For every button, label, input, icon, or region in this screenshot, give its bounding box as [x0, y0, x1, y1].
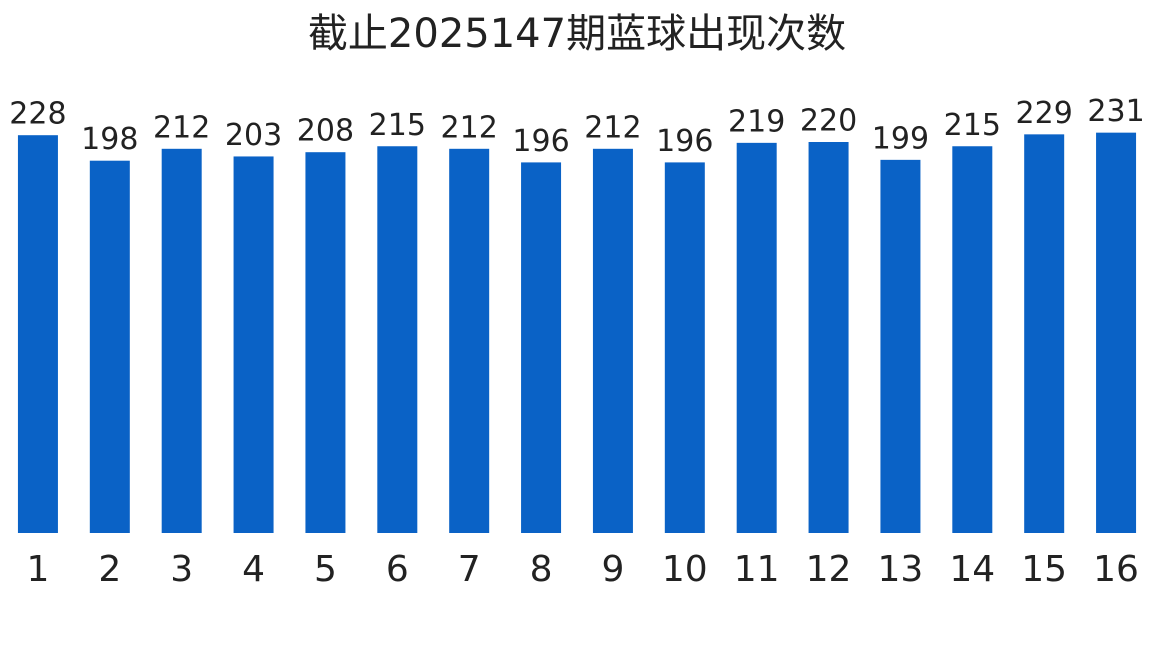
- x-tick-label: 8: [530, 549, 553, 590]
- bar: [17, 135, 58, 533]
- bar: [808, 142, 849, 533]
- data-label: 196: [512, 124, 569, 159]
- x-tick-label: 1: [26, 549, 49, 590]
- bar: [449, 148, 490, 534]
- x-tick-label: 13: [878, 549, 924, 590]
- bar: [161, 148, 202, 534]
- data-label: 231: [1087, 94, 1144, 129]
- chart-title: 截止2025147期蓝球出现次数: [308, 11, 846, 57]
- data-label: 208: [297, 114, 354, 149]
- x-tick-label: 7: [458, 549, 481, 590]
- x-tick-label: 12: [806, 549, 852, 590]
- data-label: 203: [225, 118, 282, 153]
- bar: [664, 162, 705, 533]
- x-tick-label: 11: [734, 549, 780, 590]
- x-tick-label: 5: [314, 549, 337, 590]
- x-tick-label: 6: [386, 549, 409, 590]
- data-label: 212: [153, 110, 210, 145]
- data-label: 220: [800, 104, 857, 139]
- bar: [377, 146, 418, 533]
- bar: [305, 152, 346, 533]
- data-label: 212: [584, 110, 641, 145]
- data-label: 198: [81, 122, 138, 157]
- x-tick-label: 10: [662, 549, 708, 590]
- x-tick-label: 14: [949, 549, 995, 590]
- x-tick-label: 9: [601, 549, 624, 590]
- data-label: 229: [1016, 96, 1073, 131]
- data-label: 215: [944, 108, 1001, 143]
- bar: [1024, 134, 1065, 533]
- x-tick-label: 15: [1021, 549, 1067, 590]
- bar: [736, 142, 777, 533]
- data-label: 228: [9, 97, 66, 132]
- x-tick-label: 3: [170, 549, 193, 590]
- bar: [592, 148, 633, 534]
- data-label: 199: [872, 121, 929, 156]
- bar: [952, 146, 993, 533]
- bar: [880, 159, 921, 533]
- bar: [521, 162, 562, 533]
- data-label: 196: [656, 124, 713, 159]
- x-tick-label: 16: [1093, 549, 1139, 590]
- data-label: 212: [441, 110, 498, 145]
- x-tick-label: 2: [98, 549, 121, 590]
- data-label: 219: [728, 104, 785, 139]
- bar: [89, 160, 130, 533]
- bar: [1096, 132, 1137, 533]
- bar: [233, 156, 274, 533]
- x-tick-label: 4: [242, 549, 265, 590]
- data-label: 215: [369, 108, 426, 143]
